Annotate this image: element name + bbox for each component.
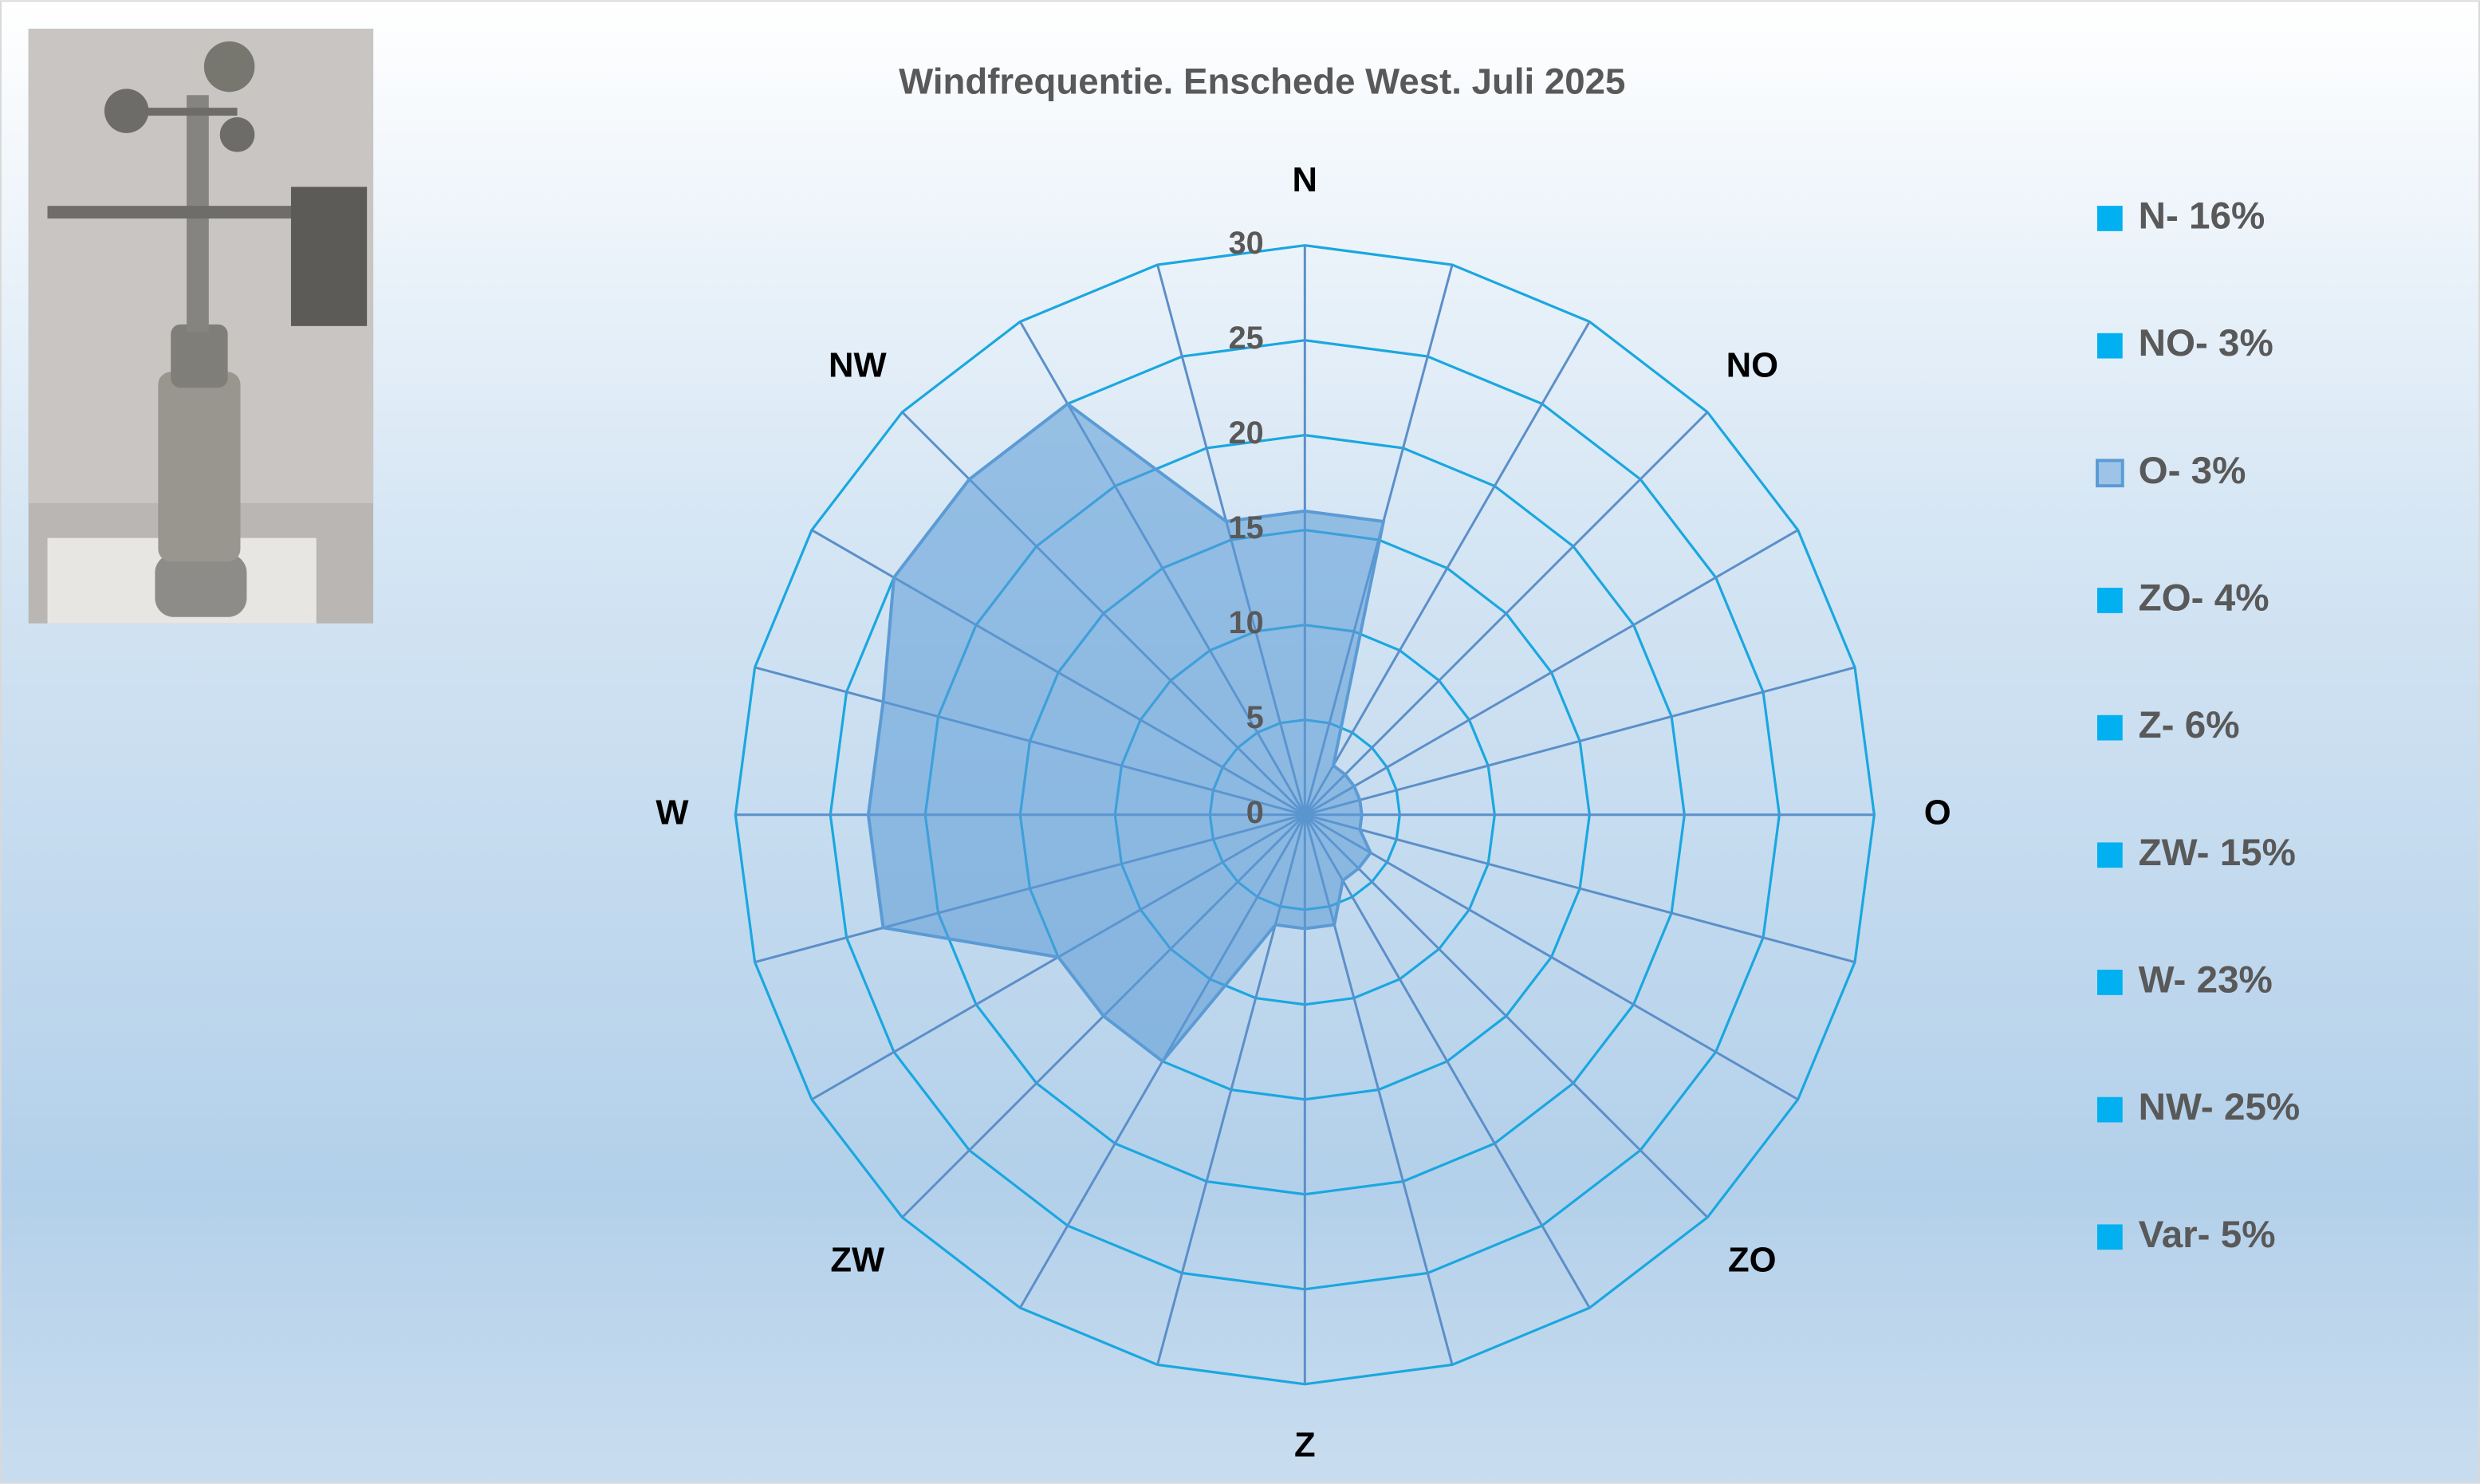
legend-swatch (2097, 1096, 2123, 1123)
legend-label: NW- 25% (2139, 1086, 2301, 1128)
spoke (1304, 321, 1591, 816)
legend-label: O- 3% (2139, 450, 2246, 492)
legend-label: NO- 3% (2139, 322, 2273, 364)
legend-label: N- 16% (2139, 195, 2265, 238)
chart-title: Windfrequentie. Enschede West. Juli 2025 (899, 61, 1625, 101)
category-label: ZW (830, 1241, 885, 1279)
legend-label: Var- 5% (2139, 1214, 2276, 1256)
legend-swatch (2097, 842, 2123, 868)
legend-label: ZW- 15% (2139, 832, 2296, 874)
category-label: NW (829, 346, 888, 384)
legend-swatch (2097, 970, 2123, 995)
tick-label: 15 (1229, 510, 1264, 545)
tick-label: 20 (1229, 415, 1264, 451)
legend-swatch (2097, 714, 2123, 741)
tick-label: 5 (1246, 700, 1264, 735)
legend-swatch (2097, 588, 2123, 613)
tick-label: 10 (1229, 605, 1264, 640)
legend-swatch (2096, 459, 2124, 488)
category-label: N (1293, 161, 1318, 199)
spoke (1304, 813, 1591, 1309)
spoke (1304, 411, 1709, 816)
tick-label: 30 (1229, 226, 1264, 261)
spoke (1304, 529, 1799, 817)
category-label: Z (1294, 1427, 1316, 1465)
tick-label: 25 (1229, 321, 1264, 356)
legend-swatch (2097, 333, 2123, 359)
anemometer-photo (28, 28, 374, 624)
legend-label: Z- 6% (2139, 704, 2240, 746)
tick-label: 0 (1246, 795, 1264, 830)
category-label: NO (1726, 346, 1778, 384)
legend-label: W- 23% (2139, 959, 2273, 1002)
category-label: ZO (1728, 1241, 1777, 1279)
category-label: W (655, 793, 689, 832)
spoke (1304, 813, 1799, 1101)
category-label: O (1924, 793, 1951, 832)
legend-label: ZO- 4% (2139, 577, 2269, 620)
legend-swatch (2097, 1224, 2123, 1250)
spoke (1304, 813, 1709, 1218)
radar-area (866, 401, 1386, 1064)
spoke (1304, 813, 1856, 963)
legend-swatch (2097, 206, 2123, 231)
spoke (1304, 666, 1856, 817)
